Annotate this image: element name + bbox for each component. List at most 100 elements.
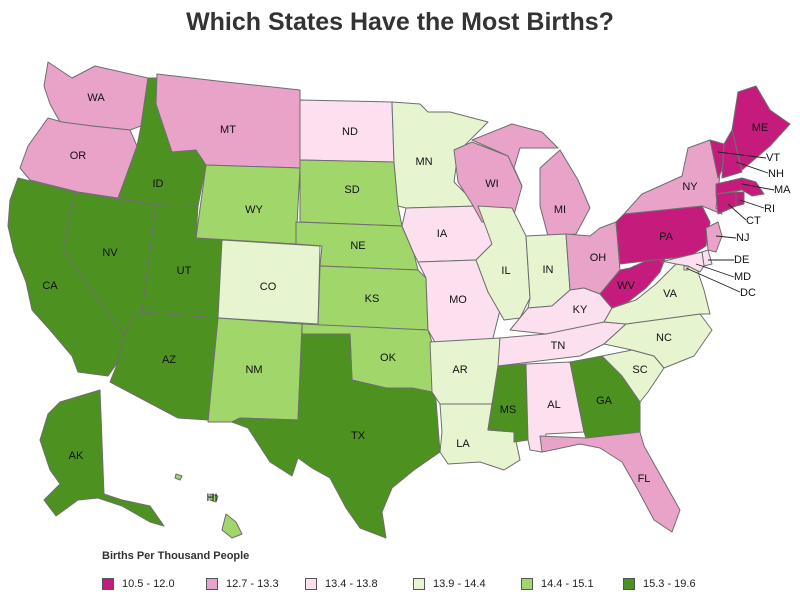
small-state-callouts: VT NH MA RI CT NJ DE MD DC <box>685 151 791 299</box>
legend-item: 13.9 - 14.4 <box>413 576 486 592</box>
callout-label-RI: RI <box>764 203 775 215</box>
state-label-CA: CA <box>42 280 58 292</box>
state-TX[interactable] <box>231 333 441 539</box>
state-label-MT: MT <box>220 124 236 136</box>
state-label-NE: NE <box>350 240 365 252</box>
callout-label-NH: NH <box>768 168 784 180</box>
state-MD[interactable] <box>659 251 705 273</box>
state-HI[interactable] <box>221 513 243 539</box>
legend-items: 10.5 - 12.0 12.7 - 13.3 13.4 - 13.8 13.9… <box>102 576 792 592</box>
state-label-MI: MI <box>554 204 566 216</box>
state-HI-maui[interactable] <box>209 493 219 503</box>
legend-swatch <box>102 578 114 590</box>
legend-item: 13.4 - 13.8 <box>305 576 378 592</box>
legend-swatch <box>413 578 425 590</box>
state-MI[interactable] <box>471 123 559 187</box>
state-label-NY: NY <box>682 181 698 193</box>
state-label-FL: FL <box>638 473 651 485</box>
state-label-WA: WA <box>87 92 105 104</box>
map-title: Which States Have the Most Births? <box>186 8 614 36</box>
legend-swatch <box>206 578 218 590</box>
state-IL[interactable] <box>475 205 531 321</box>
state-label-IA: IA <box>437 228 448 240</box>
state-label-WV: WV <box>617 280 635 292</box>
leader-NH <box>735 161 769 174</box>
state-MI-lower[interactable] <box>539 149 591 237</box>
state-label-ND: ND <box>342 126 358 138</box>
state-label-OR: OR <box>70 150 87 162</box>
legend-title: Births Per Thousand People <box>102 550 250 562</box>
state-label-TX: TX <box>351 430 366 442</box>
state-label-SD: SD <box>344 184 359 196</box>
state-NJ[interactable] <box>705 221 723 253</box>
state-label-MS: MS <box>500 404 517 416</box>
legend-swatch <box>521 578 533 590</box>
legend-swatch <box>623 578 635 590</box>
legend-item: 10.5 - 12.0 <box>102 576 175 592</box>
state-label-CO: CO <box>260 281 277 293</box>
state-HI-oahu[interactable] <box>174 473 183 481</box>
state-AK[interactable] <box>39 389 165 527</box>
state-labels: WA OR CA NV ID MT WY UT AZ CO NM ND SD N… <box>42 92 768 504</box>
state-label-IL: IL <box>501 265 510 277</box>
state-label-AL: AL <box>547 399 560 411</box>
legend: Births Per Thousand People 10.5 - 12.0 1… <box>102 550 792 596</box>
legend-label: 13.4 - 13.8 <box>325 578 378 590</box>
callout-label-MD: MD <box>734 271 751 283</box>
leader-RI <box>739 199 765 209</box>
state-label-WI: WI <box>485 178 498 190</box>
state-CT[interactable] <box>715 191 737 215</box>
state-label-KS: KS <box>365 293 380 305</box>
state-RI[interactable] <box>735 191 745 207</box>
state-WV[interactable] <box>599 255 667 309</box>
callout-label-DE: DE <box>734 254 749 266</box>
state-label-UT: UT <box>177 265 192 277</box>
state-label-WY: WY <box>245 204 263 216</box>
callout-label-NJ: NJ <box>736 232 749 244</box>
callout-label-VT: VT <box>766 152 780 164</box>
state-label-IN: IN <box>543 264 554 276</box>
state-label-ME: ME <box>752 122 769 134</box>
leader-CT <box>727 203 747 221</box>
state-label-AR: AR <box>452 364 467 376</box>
legend-item: 15.3 - 19.6 <box>623 576 696 592</box>
state-label-MO: MO <box>449 294 467 306</box>
leader-DC <box>685 267 741 293</box>
legend-swatch <box>305 578 317 590</box>
legend-item: 12.7 - 13.3 <box>206 576 279 592</box>
legend-label: 15.3 - 19.6 <box>643 578 696 590</box>
leader-MA <box>741 183 775 191</box>
legend-label: 13.9 - 14.4 <box>433 578 486 590</box>
state-label-PA: PA <box>659 231 674 243</box>
state-label-AZ: AZ <box>162 354 176 366</box>
state-label-NM: NM <box>245 364 262 376</box>
state-label-AK: AK <box>69 450 84 462</box>
legend-label: 10.5 - 12.0 <box>122 578 175 590</box>
state-label-HI: HI <box>207 492 218 504</box>
state-label-MN: MN <box>415 156 432 168</box>
state-label-OH: OH <box>590 252 607 264</box>
callout-label-MA: MA <box>774 184 791 196</box>
states-layer <box>7 61 791 539</box>
state-label-SC: SC <box>632 364 647 376</box>
state-label-OK: OK <box>380 352 397 364</box>
callout-label-DC: DC <box>740 287 756 299</box>
leader-VT <box>717 151 767 159</box>
state-label-KY: KY <box>573 304 588 316</box>
state-label-NV: NV <box>102 247 118 259</box>
state-label-VA: VA <box>663 288 678 300</box>
leader-MD <box>695 263 735 278</box>
callout-label-CT: CT <box>746 215 761 227</box>
legend-item: 14.4 - 15.1 <box>521 576 594 592</box>
state-SD[interactable] <box>299 159 403 227</box>
leader-NJ <box>715 235 737 239</box>
legend-label: 12.7 - 13.3 <box>226 578 279 590</box>
us-map: WA OR CA NV ID MT WY UT AZ CO NM ND SD N… <box>7 61 791 539</box>
state-FL[interactable] <box>539 431 681 533</box>
legend-label: 14.4 - 15.1 <box>541 578 594 590</box>
state-NY[interactable] <box>623 139 723 215</box>
state-label-ID: ID <box>153 178 164 190</box>
state-label-LA: LA <box>456 438 470 450</box>
state-label-TN: TN <box>551 340 566 352</box>
state-label-NC: NC <box>656 332 672 344</box>
